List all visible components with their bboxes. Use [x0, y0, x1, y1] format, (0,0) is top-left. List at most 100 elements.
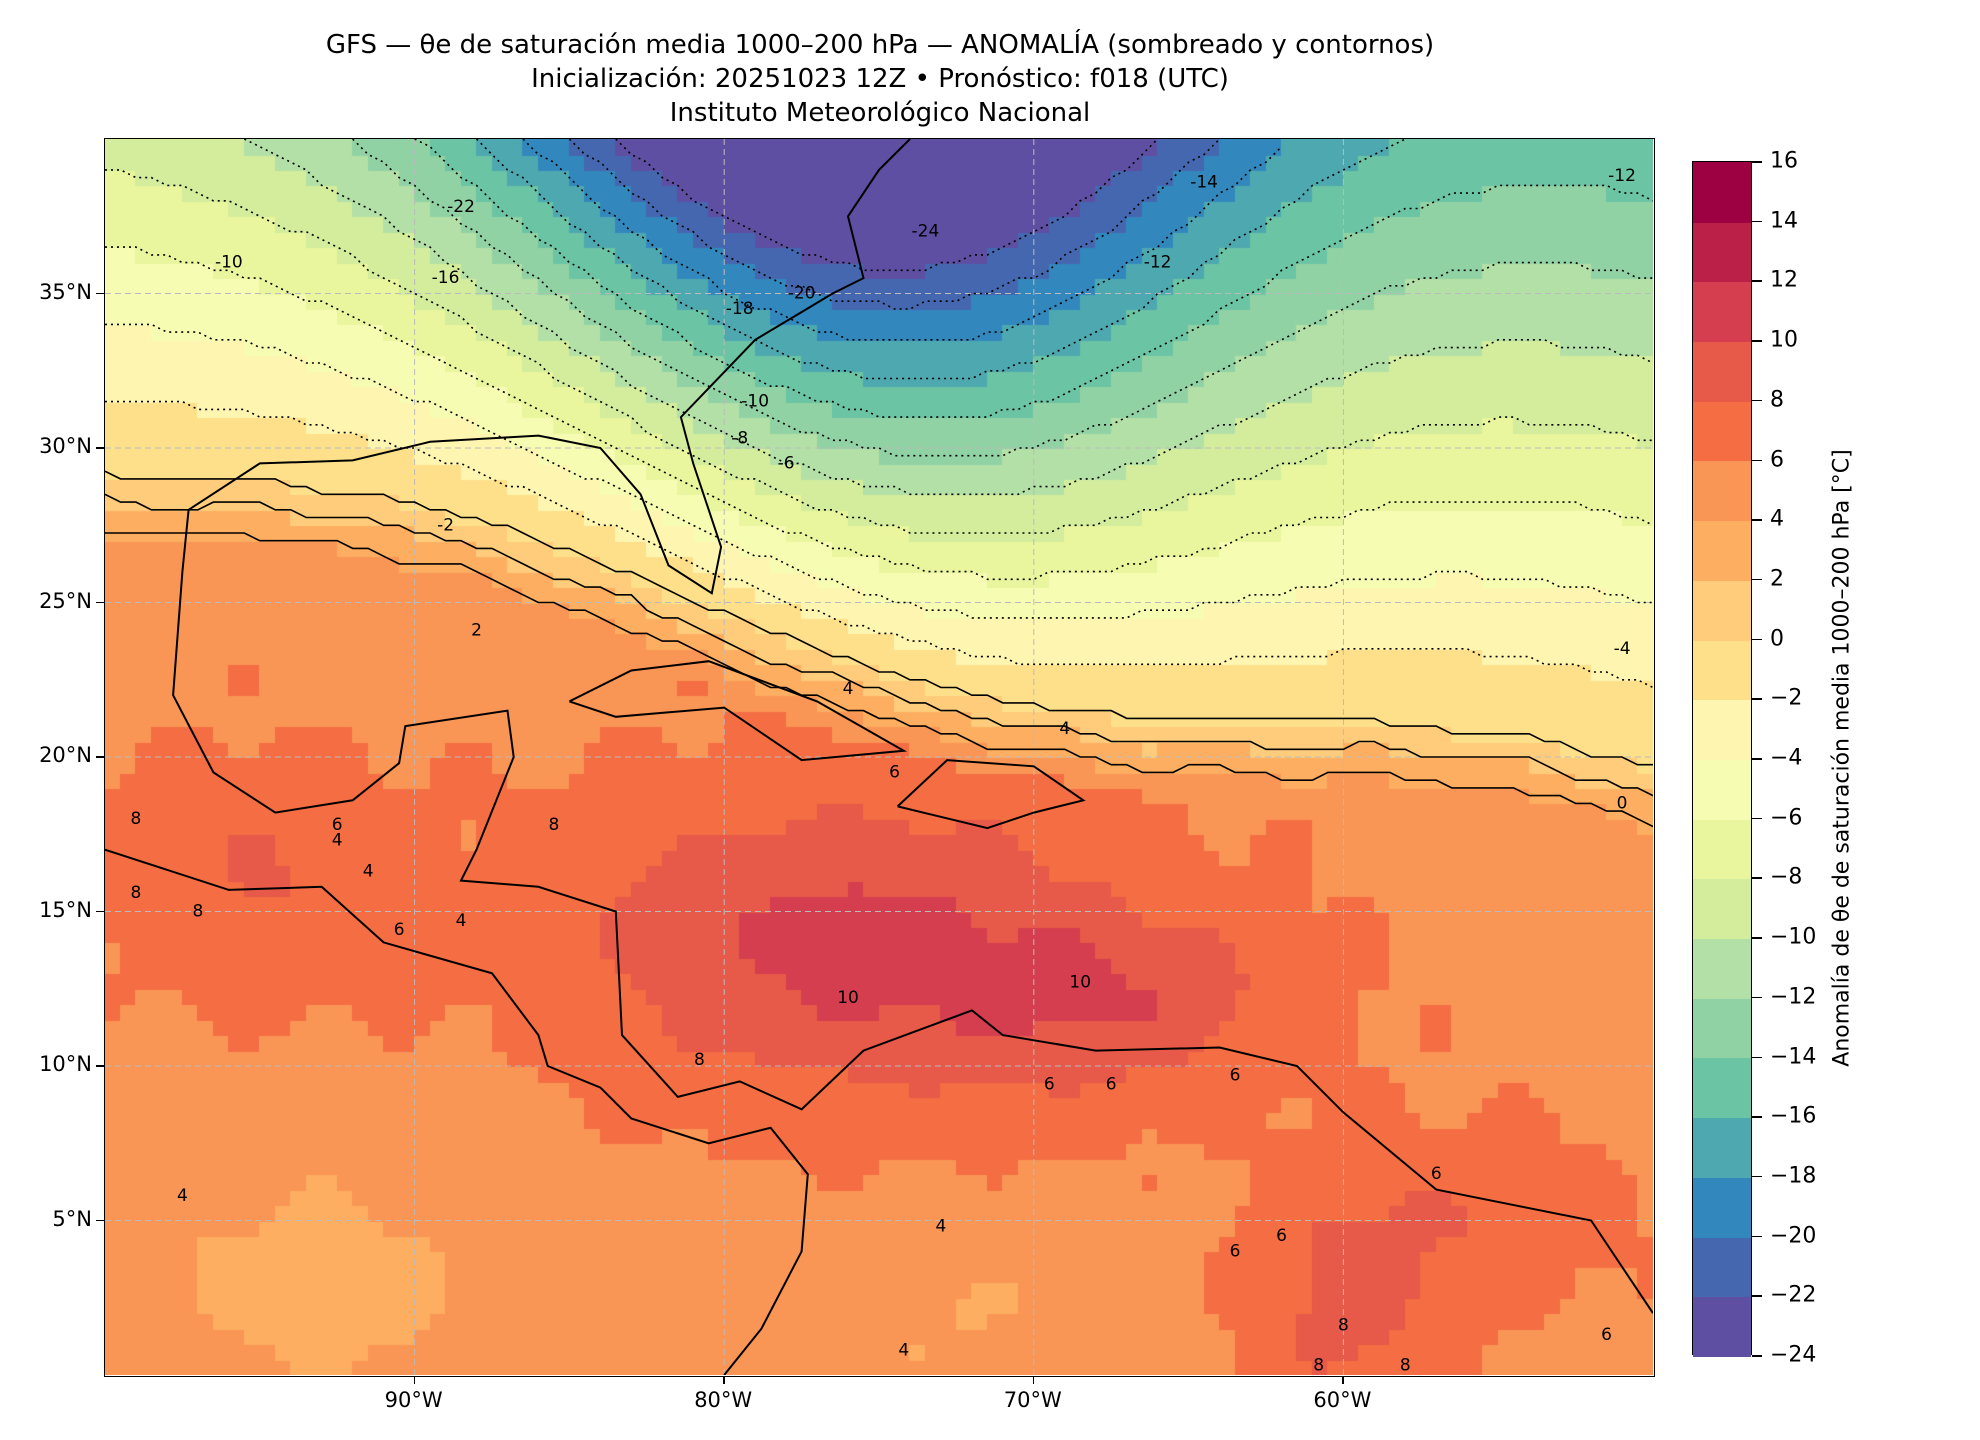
- colorbar-segment: [1693, 341, 1751, 402]
- colorbar-segment: [1693, 1117, 1751, 1178]
- contour-label: 6: [1276, 1226, 1287, 1246]
- contour-label: 8: [131, 883, 142, 903]
- contour-label: -6: [778, 453, 795, 473]
- contour-label: 4: [898, 1340, 909, 1360]
- lat-tick-label: 25°N: [39, 588, 92, 613]
- colorbar-tick-label: 0: [1770, 626, 1784, 652]
- colorbar-tick: [1752, 459, 1762, 461]
- contour-label: 8: [1338, 1316, 1349, 1336]
- lon-tick-label: 60°W: [1313, 1388, 1372, 1412]
- contour-label: -12: [1144, 253, 1172, 273]
- colorbar-tick: [1752, 817, 1762, 820]
- lat-tick-label: 30°N: [39, 434, 92, 458]
- contour-line: [568, 139, 1221, 310]
- contour-label: 6: [1044, 1075, 1055, 1095]
- contour-label: -20: [788, 284, 816, 304]
- tick-mark: [96, 447, 104, 449]
- contour-label: 8: [192, 902, 203, 922]
- lat-tick-label: 15°N: [39, 897, 92, 922]
- colorbar-segment: [1693, 699, 1751, 760]
- contour-label: 6: [1230, 1241, 1241, 1261]
- colorbar-segment: [1693, 997, 1751, 1059]
- colorbar-tick: [1752, 1056, 1762, 1058]
- contour-label: 4: [332, 830, 343, 850]
- lat-tick-label: 35°N: [39, 279, 92, 304]
- colorbar-tick-label: 16: [1770, 148, 1798, 174]
- colorbar-tick: [1752, 1295, 1762, 1297]
- coastline: [172, 571, 1653, 1314]
- contour-label: 8: [549, 815, 560, 835]
- contour-label: 2: [471, 620, 482, 640]
- contour-label: -10: [215, 253, 243, 273]
- colorbar-tick-label: 12: [1770, 267, 1798, 293]
- tick-mark: [96, 910, 104, 912]
- contour-label: 6: [1601, 1325, 1612, 1345]
- tick-mark: [96, 292, 104, 294]
- contour-label: 4: [843, 679, 854, 699]
- contour-line: [105, 323, 1653, 619]
- contour-line: [414, 139, 1653, 418]
- contour-label: 8: [1400, 1356, 1411, 1375]
- contour-line: [105, 532, 1653, 828]
- contour-label: -12: [1608, 166, 1636, 186]
- colorbar-tick-label: −22: [1770, 1282, 1817, 1308]
- tick-mark: [96, 1219, 104, 1221]
- colorbar-tick: [1752, 638, 1762, 641]
- colorbar-tick: [1752, 161, 1762, 163]
- tick-mark: [413, 1376, 416, 1384]
- colorbar-tick: [1752, 1116, 1762, 1118]
- colorbar-tick-label: −18: [1770, 1163, 1817, 1189]
- contour-label: 6: [332, 815, 343, 835]
- chart-institution: Instituto Meteorológico Nacional: [669, 98, 1091, 128]
- contour-line: [352, 139, 1653, 457]
- colorbar-segment: [1693, 221, 1751, 283]
- contour-label: 4: [1059, 719, 1070, 739]
- colorbar-segment: [1693, 1176, 1751, 1238]
- contour-line: [105, 470, 1653, 766]
- colorbar-tick-label: −6: [1770, 805, 1803, 831]
- colorbar-tick-label: 10: [1770, 327, 1798, 353]
- colorbar-tick: [1752, 1235, 1762, 1238]
- coastline: [181, 139, 911, 595]
- chart-subtitle: Inicialización: 20251023 12Z • Pronóstic…: [531, 64, 1229, 94]
- contour-line: [615, 139, 1159, 272]
- contour-label: 4: [456, 911, 467, 931]
- contour-label: -16: [432, 268, 460, 288]
- contour-label: 6: [394, 920, 405, 940]
- colorbar-tick-label: 14: [1770, 208, 1798, 234]
- contour-label: -22: [447, 197, 475, 217]
- colorbar-tick-label: 2: [1770, 566, 1784, 592]
- contour-line: [105, 246, 1653, 581]
- colorbar-tick: [1752, 220, 1762, 223]
- colorbar-tick-label: −2: [1770, 685, 1803, 711]
- tick-mark: [723, 1376, 725, 1384]
- colorbar-tick-label: −12: [1770, 984, 1817, 1010]
- contour-label: 6: [1230, 1065, 1241, 1085]
- colorbar-tick-label: 8: [1770, 387, 1784, 413]
- contour-label: 4: [177, 1186, 188, 1206]
- contour-label: 8: [131, 809, 142, 829]
- colorbar-segment: [1693, 878, 1751, 940]
- colorbar-segment: [1693, 1057, 1751, 1119]
- colorbar-tick-label: −8: [1770, 864, 1803, 890]
- lon-tick-label: 90°W: [384, 1388, 443, 1412]
- colorbar-segment: [1693, 400, 1751, 462]
- colorbar-segment: [1693, 162, 1751, 223]
- colorbar-tick: [1752, 340, 1762, 342]
- contour-line: [475, 139, 1406, 380]
- colorbar-tick-label: 6: [1770, 447, 1784, 472]
- colorbar: [1692, 161, 1752, 1357]
- map-overlay: -22-16-10-18-20-24-14-12-12-10-8-6-22-40…: [105, 139, 1653, 1375]
- contour-label: -10: [741, 392, 769, 412]
- contour-label: 6: [1106, 1075, 1117, 1095]
- colorbar-tick-label: −16: [1770, 1103, 1817, 1129]
- colorbar-segment: [1693, 460, 1751, 522]
- contour-line: [105, 493, 1653, 797]
- colorbar-segment: [1693, 938, 1751, 999]
- colorbar-tick-label: −4: [1770, 745, 1803, 771]
- colorbar-tick: [1752, 937, 1762, 939]
- colorbar-segment: [1693, 818, 1751, 880]
- contour-label: -4: [1614, 639, 1631, 659]
- tick-mark: [96, 1065, 104, 1067]
- contour-label: -24: [912, 222, 940, 242]
